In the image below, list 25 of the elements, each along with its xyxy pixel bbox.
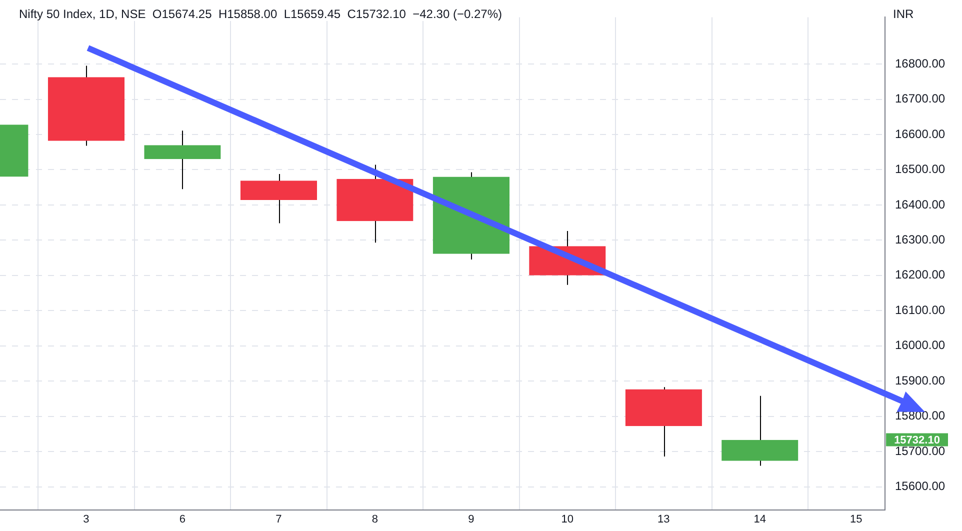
x-tick-label: 10 <box>561 514 574 526</box>
y-tick-label: 16400.00 <box>895 197 946 212</box>
x-tick-label: 6 <box>179 514 186 526</box>
y-tick-label: 16800.00 <box>895 56 946 70</box>
x-tick-label: 15 <box>850 514 862 526</box>
y-tick-label: 15700.00 <box>895 444 946 458</box>
y-tick-label: 15800.00 <box>895 408 946 423</box>
text: 15732.10 <box>894 434 940 446</box>
y-tick-label: 16300.00 <box>895 232 946 246</box>
y-tick-label: 16100.00 <box>895 302 946 317</box>
y-tick-label: 16700.00 <box>895 92 946 106</box>
x-tick-label: 9 <box>468 514 474 526</box>
y-tick-label: 15600.00 <box>895 479 946 494</box>
y-tick-label: 16600.00 <box>895 126 946 141</box>
x-tick-label: 14 <box>754 514 766 526</box>
x-tick-label: 13 <box>658 514 670 526</box>
y-axis-title: INR <box>893 7 914 21</box>
x-tick-label: 8 <box>372 514 378 526</box>
y-tick-label: 16000.00 <box>895 338 946 352</box>
y-tick-label: 16500.00 <box>895 162 946 176</box>
x-tick-label: 3 <box>83 514 90 526</box>
chart-title: Nifty 50 Index, 1D, NSE O15674.25 H15858.00 L15659.45 C15732.10 −42.30 (−0.27%) <box>19 7 502 21</box>
y-tick-label: 16200.00 <box>895 268 946 282</box>
y-tick-label: 15900.00 <box>895 373 946 388</box>
x-tick-label: 7 <box>276 514 282 526</box>
